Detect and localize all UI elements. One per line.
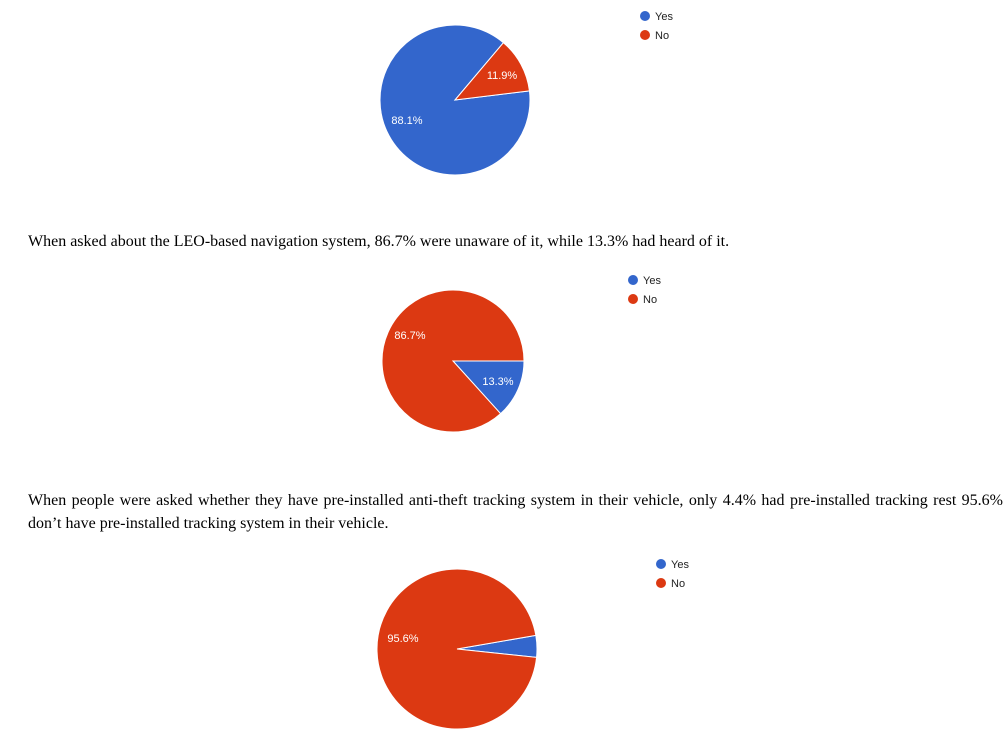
legend-label-yes: Yes	[655, 11, 673, 23]
slice-label-yes: 88.1%	[391, 115, 422, 127]
pie-chart-3: 95.6% Yes No	[376, 559, 689, 730]
pie-slice-no	[453, 42, 531, 101]
legend-marker-no	[656, 578, 666, 588]
legend-label-yes: Yes	[671, 559, 689, 571]
legend-marker-yes	[628, 275, 638, 285]
pie-chart-1: 88.1% 11.9% Yes No	[379, 11, 673, 176]
legend-marker-no	[640, 30, 650, 40]
legend-label-yes: Yes	[643, 275, 661, 287]
legend-marker-yes	[640, 11, 650, 21]
paragraph-leo-navigation: When asked about the LEO-based navigatio…	[28, 233, 730, 250]
legend-label-no: No	[671, 578, 685, 590]
paragraph-anti-theft-tracking: When people were asked whether they have…	[28, 492, 1003, 532]
slice-label-yes: 13.3%	[482, 376, 513, 388]
slice-label-no: 95.6%	[387, 633, 418, 645]
legend-label-no: No	[655, 30, 669, 42]
pie-slice-no	[376, 568, 538, 730]
slice-label-no: 11.9%	[487, 70, 518, 82]
legend-label-no: No	[643, 294, 657, 306]
pie-slice-no	[381, 289, 525, 433]
legend-marker-no	[628, 294, 638, 304]
legend-marker-yes	[656, 559, 666, 569]
pie-slice-yes	[451, 360, 525, 415]
slice-label-no: 86.7%	[394, 330, 425, 342]
pie-chart-2: 13.3% 86.7% Yes No	[381, 275, 661, 433]
